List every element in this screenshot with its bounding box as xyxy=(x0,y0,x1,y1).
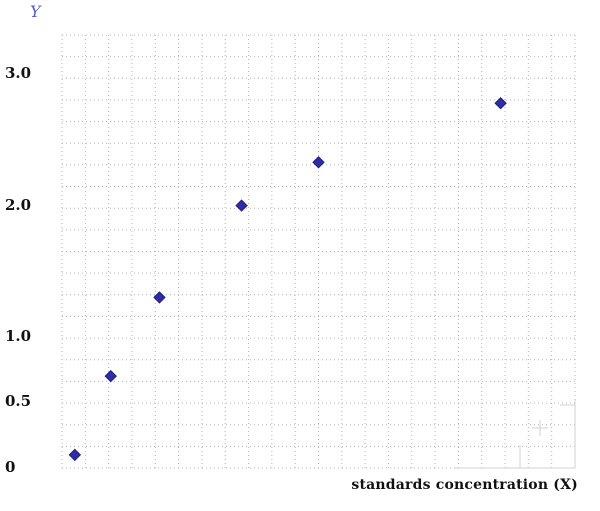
data-point-diamond xyxy=(68,448,82,462)
y-axis-title: Y xyxy=(30,2,41,21)
data-point-diamond xyxy=(235,199,248,212)
data-point-diamond xyxy=(104,369,117,383)
y-tick-label: 0 xyxy=(5,458,16,476)
x-axis-title: standards concentration (X) xyxy=(351,477,578,493)
y-tick-label: 2.0 xyxy=(5,195,32,214)
data-point-diamond xyxy=(312,156,325,169)
data-point-diamond xyxy=(153,291,166,304)
y-tick-label: 1.0 xyxy=(5,326,32,345)
y-tick-label: 0.5 xyxy=(5,392,32,411)
y-tick-label: 3.0 xyxy=(5,64,32,83)
data-point-diamond xyxy=(494,97,507,110)
